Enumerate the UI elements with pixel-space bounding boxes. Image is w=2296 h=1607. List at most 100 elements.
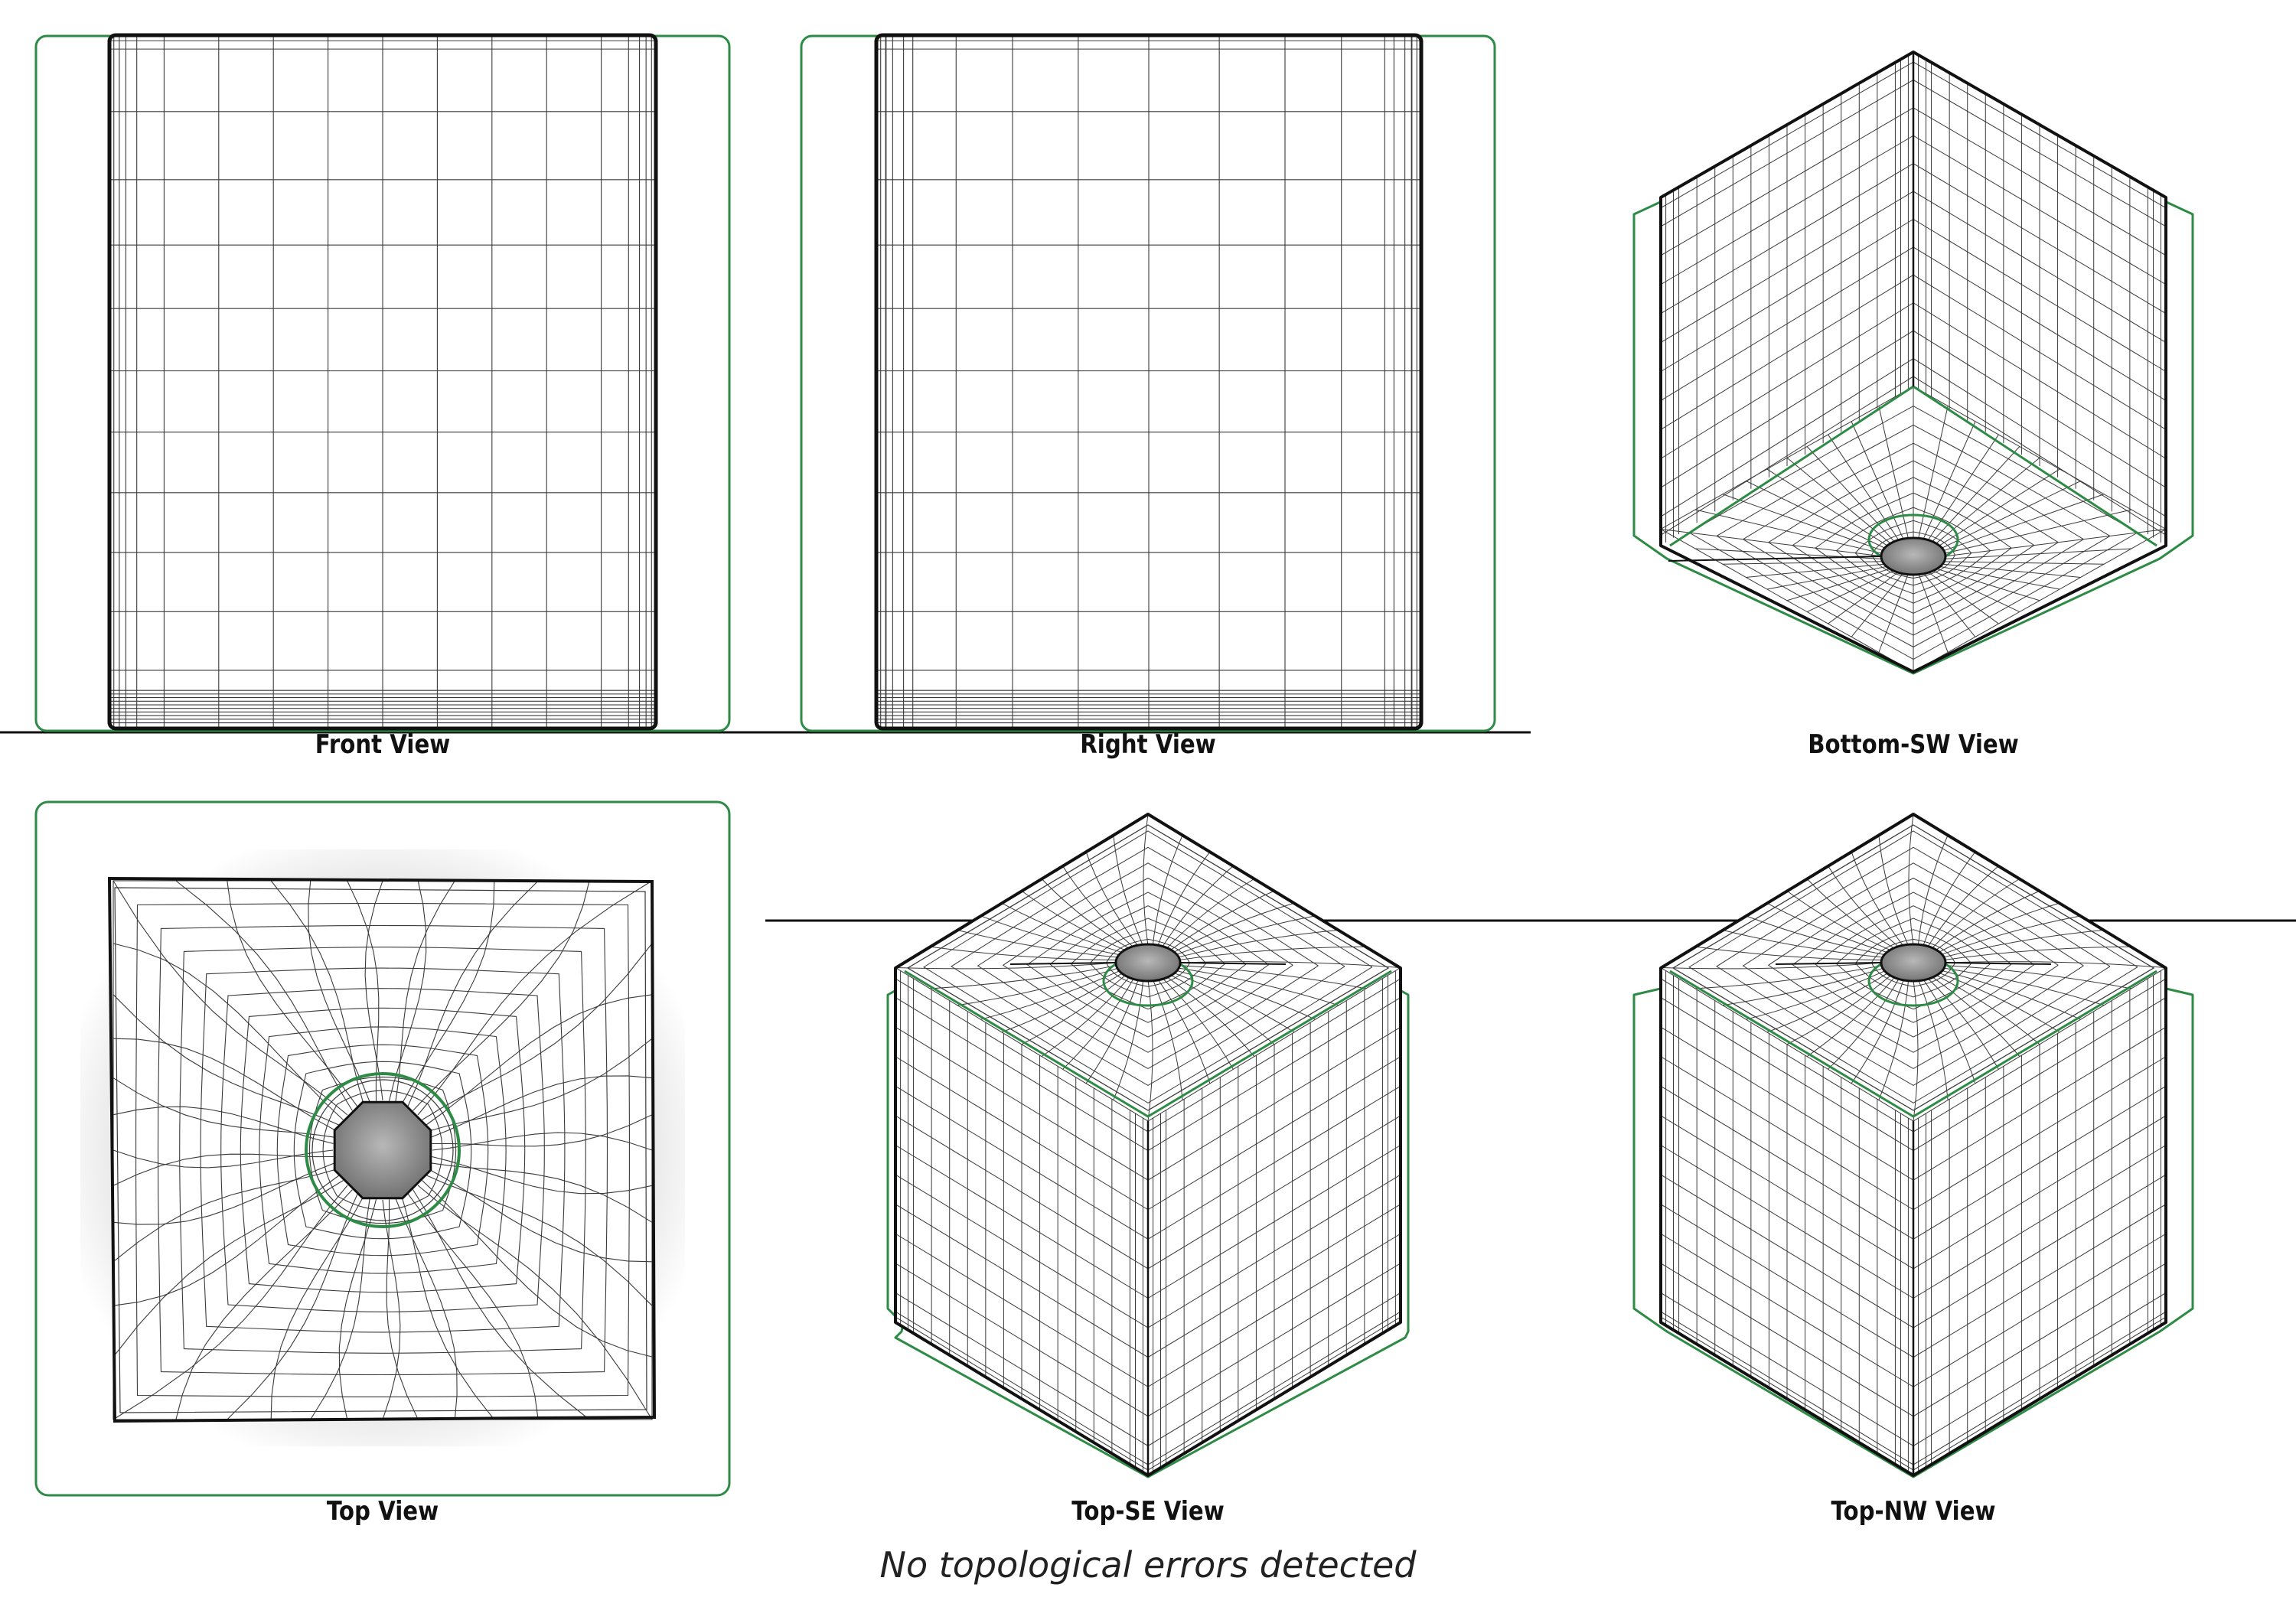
top-mesh-spoke bbox=[1766, 902, 1889, 953]
top-mesh-spoke bbox=[1851, 852, 1905, 947]
mesh-line-v bbox=[895, 1115, 1149, 1270]
top-se-view bbox=[886, 813, 1410, 1478]
hole bbox=[1880, 536, 1947, 576]
bottom-mesh-spoke bbox=[1806, 446, 1896, 543]
top-mesh-spoke bbox=[1041, 878, 1130, 950]
bottom-mesh-spoke bbox=[1935, 568, 2040, 601]
top-mesh-spoke bbox=[1922, 851, 1976, 947]
mesh-spoke bbox=[227, 880, 358, 1108]
top-nw-view-label: Top-NW View bbox=[1831, 1496, 1996, 1527]
bottom-mesh-spoke bbox=[1942, 561, 2105, 565]
bottom-mesh-spoke bbox=[1943, 529, 2167, 557]
top-mesh-spoke bbox=[1152, 835, 1183, 947]
top-mesh-spoke bbox=[980, 915, 1121, 956]
mesh-line-v bbox=[1913, 1233, 2167, 1387]
bounding-box-edge bbox=[1669, 970, 2157, 1118]
mesh-line-v bbox=[1913, 1263, 2167, 1417]
mesh-spoke bbox=[113, 1185, 348, 1420]
top-mesh-spoke bbox=[1806, 878, 1896, 950]
bottom-mesh-spoke bbox=[1786, 457, 1893, 545]
top-mesh-spoke bbox=[1176, 967, 1339, 1006]
bottom-mesh-spoke bbox=[1938, 468, 2060, 547]
mesh-line-v bbox=[895, 978, 1149, 1133]
bottom-mesh-spoke bbox=[1934, 457, 2040, 545]
top-mesh-spoke bbox=[1942, 967, 2105, 1006]
top-mesh-spoke bbox=[1828, 865, 1900, 948]
mesh-ring bbox=[220, 988, 545, 1312]
bottom-sw-view-label: Bottom-SW View bbox=[1808, 729, 2019, 760]
mesh-ring bbox=[322, 1090, 443, 1211]
bottom-mesh-spoke bbox=[1942, 494, 2105, 552]
mesh-spoke bbox=[395, 880, 455, 1103]
mesh-line-v bbox=[1913, 274, 2167, 430]
front-view bbox=[34, 33, 731, 732]
mesh-line-v bbox=[1147, 1026, 1401, 1181]
right-view bbox=[800, 33, 1496, 732]
mesh-line-v bbox=[1913, 191, 2167, 344]
mesh-line-v bbox=[1147, 978, 1401, 1133]
top-mesh-spoke bbox=[1878, 979, 1910, 1100]
bounding-box-edge bbox=[904, 970, 1392, 1118]
top-mesh-spoke bbox=[1175, 970, 1316, 1020]
top-mesh-ring bbox=[951, 846, 1345, 1086]
top-view-label: Top View bbox=[326, 1496, 439, 1527]
bottom-mesh-spoke bbox=[1828, 434, 1900, 542]
top-mesh-ring bbox=[1002, 877, 1293, 1053]
top-mesh-spoke bbox=[1913, 979, 1919, 1122]
mesh-line-v bbox=[1660, 1204, 1914, 1358]
mesh-line-v bbox=[1660, 135, 1914, 285]
mesh-spoke bbox=[113, 1169, 338, 1263]
mesh-line-v bbox=[1913, 1204, 2167, 1358]
top-mesh-spoke bbox=[1942, 929, 2105, 958]
top-mesh-spoke bbox=[1931, 976, 2020, 1057]
mesh-line-v bbox=[895, 1085, 1149, 1240]
top-mesh-spoke bbox=[1143, 813, 1149, 947]
mesh-line-v bbox=[1913, 1085, 2167, 1240]
top-mesh-spoke bbox=[1878, 835, 1910, 947]
bevel-line bbox=[906, 824, 1390, 1111]
top-mesh-spoke bbox=[1917, 979, 1949, 1100]
mesh-ring bbox=[179, 947, 586, 1354]
object-outline bbox=[1659, 51, 2167, 673]
bottom-mesh-spoke bbox=[1931, 446, 2020, 543]
mesh-ring bbox=[259, 1026, 507, 1274]
mesh-line-v bbox=[895, 1233, 1149, 1387]
top-mesh-spoke bbox=[1166, 976, 1255, 1057]
top-mesh-spoke bbox=[1695, 964, 1883, 989]
top-mesh-spoke bbox=[1917, 835, 1949, 947]
mesh-line-v bbox=[1660, 1233, 1914, 1387]
mesh-spoke bbox=[113, 1153, 334, 1186]
top-mesh-ring bbox=[1688, 830, 2138, 1103]
mesh-spoke bbox=[413, 1189, 590, 1420]
bottom-mesh-spoke bbox=[1851, 572, 1905, 637]
mesh-spoke bbox=[364, 880, 383, 1101]
mesh-line-v bbox=[1660, 1026, 1914, 1181]
mesh-line-v bbox=[1913, 997, 2167, 1152]
top-mesh-spoke bbox=[1085, 978, 1140, 1084]
mesh-spoke bbox=[386, 1199, 419, 1420]
bottom-mesh-spoke bbox=[1926, 571, 1999, 624]
bottom-mesh-spoke bbox=[1766, 468, 1889, 547]
top-mesh-spoke bbox=[930, 946, 1118, 961]
top-mesh-spoke bbox=[1938, 902, 2060, 953]
bottom-mesh-spoke bbox=[1695, 509, 1883, 555]
bounding-box-outline bbox=[34, 800, 731, 1497]
hole bbox=[1114, 943, 1182, 983]
mesh-line-v bbox=[1147, 1292, 1401, 1446]
top-mesh-spoke bbox=[895, 962, 1118, 970]
object-outline bbox=[874, 33, 1424, 731]
mesh-line-v bbox=[1660, 978, 1914, 1133]
mesh-line-v bbox=[1913, 1115, 2167, 1270]
top-mesh-spoke bbox=[1172, 902, 1295, 953]
mesh-spoke bbox=[426, 1174, 653, 1306]
top-mesh-spoke bbox=[1156, 851, 1211, 947]
top-mesh-ring bbox=[1716, 846, 2111, 1086]
mesh-line-v bbox=[895, 997, 1149, 1152]
bottom-mesh-spoke bbox=[1851, 421, 1905, 541]
bottom-mesh-spoke bbox=[1806, 569, 1896, 612]
mesh-line-v bbox=[1147, 1316, 1401, 1471]
mesh-line-v bbox=[1660, 1311, 1914, 1465]
bottom-mesh-spoke bbox=[1931, 569, 2020, 612]
mesh-spoke bbox=[406, 880, 539, 1107]
top-mesh-spoke bbox=[1943, 946, 2131, 961]
